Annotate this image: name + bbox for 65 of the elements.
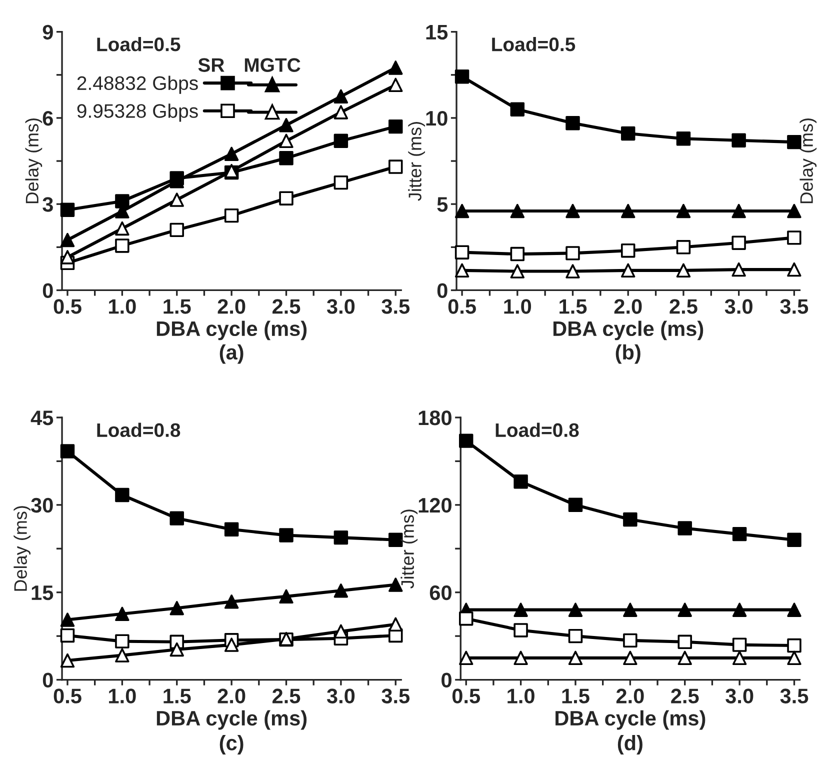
x-tick-label: 2.5 bbox=[670, 299, 698, 314]
y-tick-label: 9 bbox=[42, 24, 53, 40]
x-tick-label: 1.5 bbox=[164, 299, 191, 314]
y-tick-label: 45 bbox=[30, 410, 54, 426]
x-axis-title: DBA cycle (ms) bbox=[556, 710, 706, 730]
x-tick-label: 3.5 bbox=[780, 688, 808, 704]
x-tick-label: 3.0 bbox=[726, 688, 754, 704]
y-axis-title: Jitter (ms) bbox=[408, 122, 425, 201]
annotation: SR bbox=[198, 58, 224, 72]
y-tick-label: 0 bbox=[42, 672, 53, 688]
x-tick-label: 3.0 bbox=[326, 688, 355, 704]
text: (b) bbox=[616, 344, 640, 364]
x-tick-label: 2.0 bbox=[218, 299, 246, 314]
x-tick-label: 1.5 bbox=[560, 299, 587, 314]
y-tick-label: 180 bbox=[418, 410, 452, 426]
x-tick-label: 1.5 bbox=[164, 688, 191, 704]
y-axis-title: Delay (ms) bbox=[25, 118, 42, 204]
x-tick-label: 0.5 bbox=[54, 299, 82, 314]
text: (c) bbox=[220, 735, 244, 754]
y-tick-label: 0 bbox=[42, 283, 53, 298]
x-tick-label: 0.5 bbox=[448, 299, 476, 314]
text: (a) bbox=[220, 344, 244, 364]
y-tick-label: 0 bbox=[442, 672, 452, 688]
y-tick-label: 60 bbox=[430, 585, 452, 600]
y-tick-label: 120 bbox=[418, 498, 452, 513]
x-tick-label: 3.0 bbox=[724, 299, 752, 314]
x-tick-label: 3.5 bbox=[382, 299, 410, 314]
x-axis-title: DBA cycle (ms) bbox=[156, 710, 307, 730]
x-axis-title: DBA cycle (ms) bbox=[156, 320, 307, 340]
y-axis-title: Jitter (ms) bbox=[400, 510, 418, 588]
x-tick-label: 1.0 bbox=[508, 688, 534, 704]
annotation: Load=0.8 bbox=[97, 422, 180, 438]
x-tick-label: 2.0 bbox=[218, 688, 246, 704]
y-tick-label: 10 bbox=[426, 110, 448, 126]
x-tick-label: 3.5 bbox=[780, 299, 808, 314]
x-tick-label: 2.5 bbox=[671, 688, 699, 704]
x-tick-label: 1.0 bbox=[109, 299, 136, 314]
annotation: Load=0.5 bbox=[492, 36, 576, 52]
y-tick-label: 6 bbox=[42, 110, 53, 126]
x-axis-title: DBA cycle (ms) bbox=[553, 320, 704, 340]
x-tick-label: 0.5 bbox=[54, 688, 82, 704]
x-tick-label: 2.5 bbox=[272, 299, 300, 314]
annotation: Load=0.8 bbox=[496, 422, 579, 438]
x-tick-label: 1.0 bbox=[504, 299, 532, 314]
x-tick-label: 2.0 bbox=[616, 688, 644, 704]
text: (d) bbox=[618, 735, 642, 754]
y-axis-title: Delay (ms) bbox=[14, 506, 31, 591]
x-tick-label: 1.0 bbox=[109, 688, 136, 704]
legend-label: 9.95328 Gbps bbox=[77, 104, 198, 122]
y-tick-label: 30 bbox=[31, 498, 53, 513]
y-tick-label: 0 bbox=[437, 283, 448, 298]
y-tick-label: 15 bbox=[426, 25, 448, 40]
annotation: MGTC bbox=[244, 58, 300, 72]
y2-axis-title: Delay (ms) bbox=[800, 118, 817, 204]
x-tick-label: 3.0 bbox=[326, 299, 355, 314]
annotation: Load=0.5 bbox=[97, 36, 180, 52]
y-tick-label: 3 bbox=[42, 197, 53, 212]
y-tick-label: 15 bbox=[32, 586, 54, 600]
y-tick-label: 5 bbox=[437, 197, 448, 212]
x-tick-label: 2.0 bbox=[614, 299, 642, 314]
legend-label: 2.48832 Gbps bbox=[77, 76, 198, 94]
x-tick-label: 1.5 bbox=[562, 688, 590, 704]
x-tick-label: 2.5 bbox=[272, 688, 300, 704]
x-tick-label: 3.5 bbox=[382, 688, 410, 704]
x-tick-label: 0.5 bbox=[452, 688, 480, 704]
